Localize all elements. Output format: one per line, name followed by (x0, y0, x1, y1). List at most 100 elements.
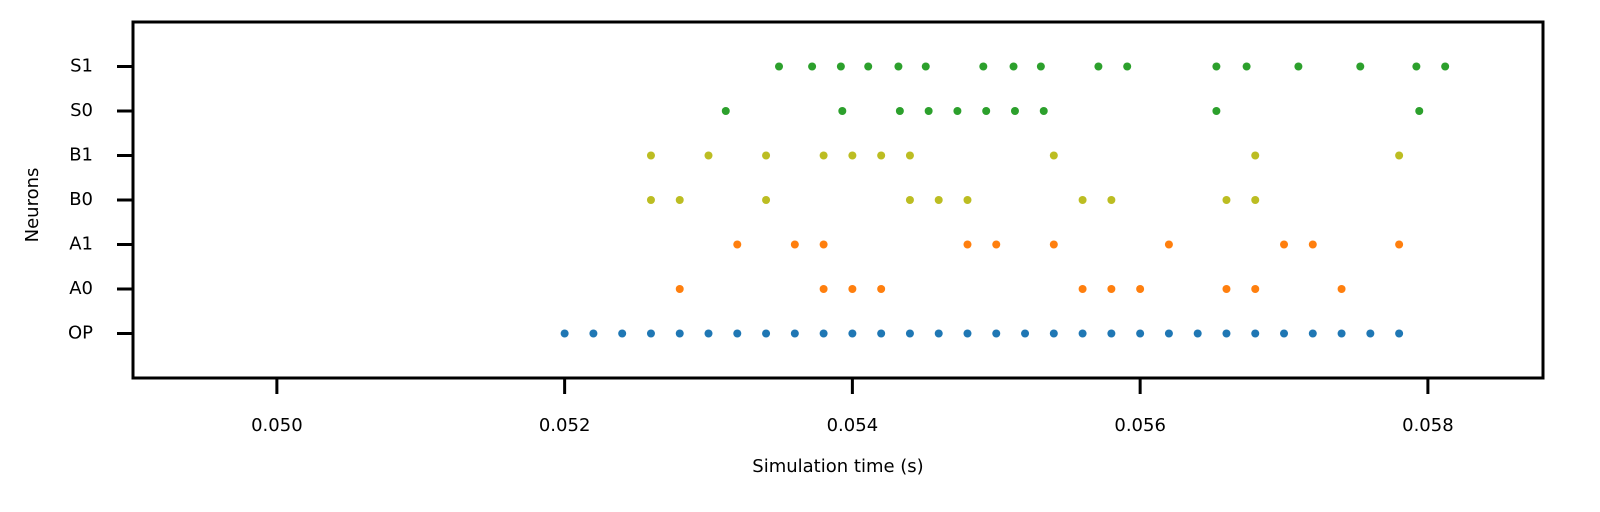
spike (1123, 62, 1132, 71)
spike (877, 151, 886, 160)
spike (675, 285, 684, 293)
spike (1078, 329, 1087, 338)
spike (1212, 107, 1221, 115)
spike (675, 196, 684, 204)
spike (762, 196, 771, 204)
spike (836, 62, 845, 71)
x-tick-label: 0.056 (1114, 415, 1166, 436)
spike (819, 329, 828, 338)
spike (1222, 285, 1231, 293)
spike (1078, 196, 1087, 204)
spike (895, 107, 904, 115)
y-tick-label: S0 (70, 100, 93, 121)
spike (1010, 107, 1019, 115)
spike (1078, 285, 1087, 293)
spike (992, 329, 1001, 338)
spike (1441, 62, 1450, 71)
spike (1049, 240, 1058, 249)
spike (646, 196, 655, 204)
spike (1337, 329, 1346, 338)
spike (1308, 329, 1317, 338)
spike (1107, 196, 1116, 204)
spike (721, 107, 730, 115)
y-tick-label: S1 (70, 56, 93, 77)
y-tick-label: B1 (69, 145, 93, 166)
y-tick-label: B0 (69, 189, 93, 210)
spike (1009, 62, 1018, 71)
spike (1222, 329, 1231, 338)
spike (762, 329, 771, 338)
spike (704, 329, 713, 338)
x-tick-label: 0.058 (1402, 415, 1454, 436)
spike (762, 151, 771, 160)
spike (1395, 151, 1404, 160)
spike (1021, 329, 1030, 338)
spike (963, 240, 972, 249)
spike (1280, 329, 1289, 338)
spike (1337, 285, 1346, 293)
spike (905, 151, 914, 160)
spike (963, 329, 972, 338)
spike (819, 285, 828, 293)
y-tick-label: A0 (69, 278, 93, 299)
y-tick-label: OP (68, 323, 93, 344)
spike (877, 329, 886, 338)
spike (992, 240, 1001, 249)
spike (819, 240, 828, 249)
spike (646, 151, 655, 160)
spike (1222, 196, 1231, 204)
spike (560, 329, 569, 338)
spike (790, 329, 799, 338)
x-tick-label: 0.054 (827, 415, 879, 436)
spike (953, 107, 962, 115)
spike (1049, 329, 1058, 338)
spike (790, 240, 799, 249)
spike (1212, 62, 1221, 71)
spike (589, 329, 598, 338)
spike (1094, 62, 1103, 71)
spike (1251, 151, 1260, 160)
spike (1308, 240, 1317, 249)
spike (848, 285, 857, 293)
spike (1136, 285, 1145, 293)
spike (1366, 329, 1375, 338)
x-tick-label: 0.052 (539, 415, 591, 436)
spike (1107, 285, 1116, 293)
spike (1395, 240, 1404, 249)
spike (1049, 151, 1058, 160)
y-axis-label: Neurons (22, 168, 43, 243)
spike (1164, 240, 1173, 249)
spike (1036, 62, 1045, 71)
spike (877, 285, 886, 293)
spike (1242, 62, 1251, 71)
spike (1251, 285, 1260, 293)
spike (1294, 62, 1303, 71)
spike (1107, 329, 1116, 338)
spike (704, 151, 713, 160)
spike (1164, 329, 1173, 338)
y-tick-label: A1 (69, 234, 93, 255)
spike (982, 107, 991, 115)
spike (848, 151, 857, 160)
plot-frame (131, 20, 1545, 380)
spike (618, 329, 627, 338)
spike (921, 62, 930, 71)
x-tick-label: 0.050 (251, 415, 303, 436)
spike (894, 62, 903, 71)
spike (1356, 62, 1365, 71)
spike (819, 151, 828, 160)
spike (1415, 107, 1424, 115)
spike (838, 107, 847, 115)
spike (963, 196, 972, 204)
spike (1251, 196, 1260, 204)
spike (905, 329, 914, 338)
spike (1251, 329, 1260, 338)
spike (924, 107, 933, 115)
spike (646, 329, 655, 338)
spike (905, 196, 914, 204)
spike (1193, 329, 1202, 338)
spike (934, 196, 943, 204)
spike (775, 62, 784, 71)
spike (864, 62, 873, 71)
